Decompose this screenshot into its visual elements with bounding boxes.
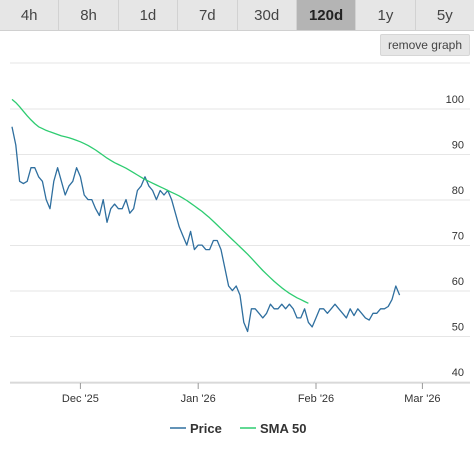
y-tick-label: 70 bbox=[452, 231, 464, 243]
series-line-sma-50 bbox=[11, 98, 309, 304]
tab-30d[interactable]: 30d bbox=[238, 0, 297, 30]
legend-label[interactable]: SMA 50 bbox=[260, 421, 306, 436]
tab-5y[interactable]: 5y bbox=[436, 6, 453, 24]
chart-legend: Price SMA 50 bbox=[170, 421, 306, 436]
series-line-price bbox=[11, 126, 401, 333]
time-range-tabs: 4h 8h 1d 7d 30d 120d 1y 5y bbox=[0, 0, 474, 31]
tab-7d[interactable]: 7d bbox=[178, 0, 238, 30]
tab-4h[interactable]: 4h bbox=[0, 0, 60, 30]
x-tick-label: Dec '25 bbox=[62, 393, 99, 405]
y-tick-label: 60 bbox=[452, 276, 464, 288]
y-axis-ticks: 40 50 60 70 80 90 100 bbox=[446, 94, 464, 379]
y-tick-label: 40 bbox=[452, 367, 464, 379]
y-tick-label: 80 bbox=[452, 185, 464, 197]
chart-lines bbox=[11, 98, 401, 333]
tab-1y[interactable]: 1y bbox=[356, 0, 416, 30]
y-tick-label: 90 bbox=[452, 140, 464, 152]
tab-1d[interactable]: 1d bbox=[119, 0, 179, 30]
tab-8h[interactable]: 8h bbox=[59, 0, 119, 30]
x-tick-label: Feb '26 bbox=[298, 393, 334, 405]
y-tick-label: 100 bbox=[446, 94, 464, 106]
remove-graph-button[interactable]: remove graph bbox=[379, 34, 470, 56]
x-tick-label: Mar '26 bbox=[404, 393, 440, 405]
x-axis-ticks: Dec '25 Jan '26 Feb '26 Mar '26 bbox=[62, 383, 441, 405]
chart-grid bbox=[10, 62, 470, 384]
legend-label[interactable]: Price bbox=[190, 421, 222, 436]
y-tick-label: 50 bbox=[452, 322, 464, 334]
x-tick-label: Jan '26 bbox=[181, 393, 216, 405]
tab-120d[interactable]: 120d bbox=[296, 0, 357, 30]
